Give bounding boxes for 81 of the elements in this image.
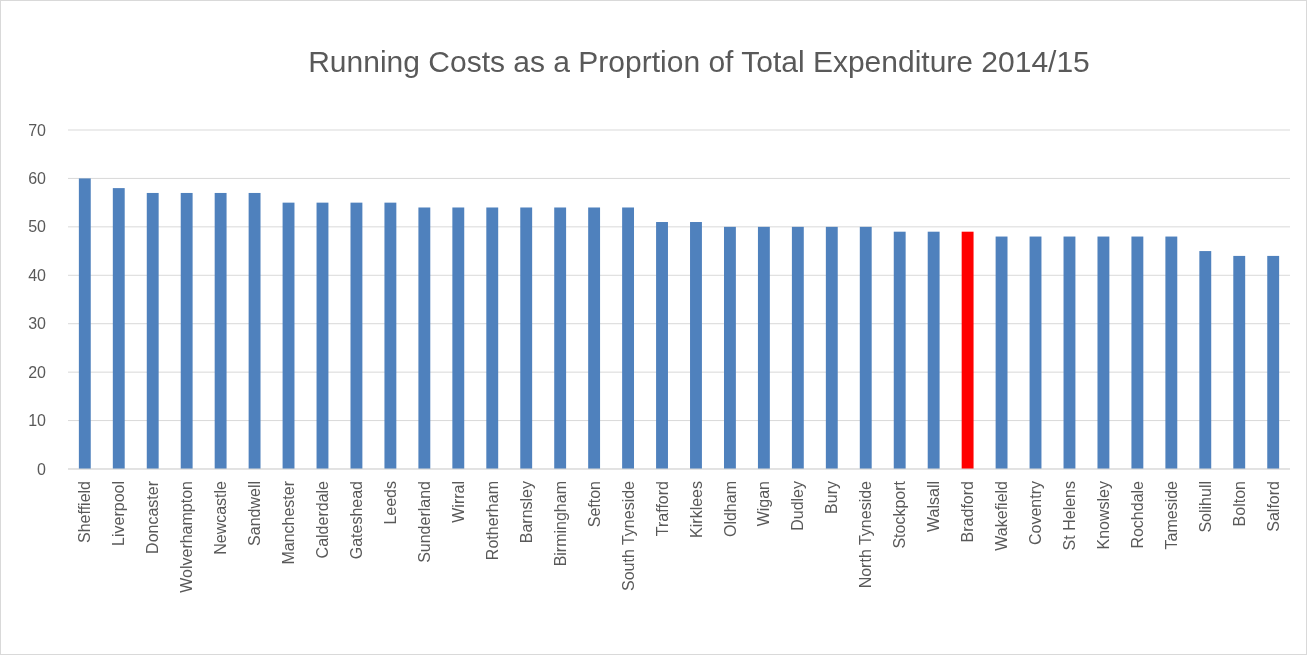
bar <box>1063 236 1076 469</box>
bar <box>656 222 668 469</box>
y-tick-label: 30 <box>28 315 47 333</box>
x-tick-label: Manchester <box>280 480 298 565</box>
bar <box>384 202 397 469</box>
x-tick-label: Sheffield <box>76 481 94 543</box>
bar <box>214 192 227 469</box>
bar <box>78 178 91 469</box>
bar <box>588 207 601 469</box>
bar <box>622 207 635 469</box>
x-tick-label: Bolton <box>1230 481 1248 527</box>
bar <box>1267 255 1280 469</box>
x-tick-label: Bury <box>823 481 841 514</box>
x-tick-label: Trafford <box>653 481 671 537</box>
y-tick-label: 10 <box>28 412 47 430</box>
bar <box>180 192 193 469</box>
bar <box>723 226 736 469</box>
bar <box>418 207 431 469</box>
bar <box>1131 236 1144 469</box>
x-tick-label: Knowsley <box>1095 481 1113 550</box>
x-tick-label: Wolverhampton <box>178 481 196 593</box>
x-tick-label: Liverpool <box>110 481 128 546</box>
chart-title: Running Costs as a Proprtion of Total Expenditure 2014/15 <box>308 45 1090 78</box>
x-tick-label: Solihull <box>1196 481 1214 533</box>
x-tick-label: Barnsley <box>517 481 535 544</box>
x-tick-label: Sefton <box>585 481 603 528</box>
x-tick-label: Walsall <box>925 481 943 532</box>
bar <box>961 231 974 469</box>
bar <box>112 188 125 469</box>
x-tick-label: Salford <box>1264 481 1282 532</box>
bar <box>554 207 567 469</box>
bar <box>690 222 702 469</box>
x-tick-label: Stockport <box>891 480 909 549</box>
bar <box>893 231 906 469</box>
x-tick-label: Birmingham <box>551 481 569 567</box>
bar <box>452 207 465 469</box>
x-tick-label: Leeds <box>381 481 399 525</box>
x-tick-label: Rochdale <box>1128 480 1146 549</box>
x-tick-label: Newcastle <box>212 480 230 555</box>
x-tick-label: Dudley <box>789 481 807 531</box>
bar <box>1029 236 1042 469</box>
bar <box>520 207 533 469</box>
bar <box>825 226 838 469</box>
x-tick-label: Rotherham <box>483 481 501 561</box>
bar <box>995 236 1008 469</box>
bar <box>486 207 499 469</box>
bar <box>146 192 159 469</box>
bar <box>927 231 940 469</box>
x-tick-label: Wigan <box>755 481 773 527</box>
bar <box>757 226 770 469</box>
x-tick-label: St Helens <box>1061 481 1079 551</box>
bar <box>282 202 295 469</box>
y-tick-label: 20 <box>28 363 47 381</box>
bar <box>248 192 261 469</box>
y-tick-label: 60 <box>28 170 47 188</box>
y-tick-label: 70 <box>28 121 47 139</box>
x-tick-label: Sandwell <box>246 481 264 546</box>
y-tick-label: 0 <box>37 460 47 478</box>
bar <box>1097 236 1110 469</box>
x-tick-label: South Tyneside <box>619 480 637 592</box>
x-tick-label: North Tyneside <box>857 480 875 589</box>
x-tick-label: Gateshead <box>348 481 366 560</box>
x-tick-label: Doncaster <box>144 480 162 554</box>
bar <box>1165 236 1178 469</box>
bar <box>791 226 804 469</box>
x-tick-label: Kirklees <box>687 481 705 538</box>
bar <box>350 202 363 469</box>
x-tick-label: Bradford <box>959 481 977 543</box>
bar <box>859 226 872 469</box>
x-tick-label: Wirral <box>449 481 467 523</box>
x-tick-label: Coventry <box>1027 481 1045 546</box>
bar <box>1233 255 1246 469</box>
y-tick-label: 50 <box>28 218 47 236</box>
x-tick-label: Sunderland <box>415 481 433 563</box>
y-tick-label: 40 <box>28 266 47 284</box>
x-tick-label: Tameside <box>1162 480 1180 550</box>
bar <box>1199 251 1212 469</box>
x-tick-label: Wakefield <box>993 481 1011 551</box>
bar <box>316 202 329 469</box>
x-tick-label: Oldham <box>721 481 739 538</box>
x-tick-label: Calderdale <box>314 480 332 559</box>
